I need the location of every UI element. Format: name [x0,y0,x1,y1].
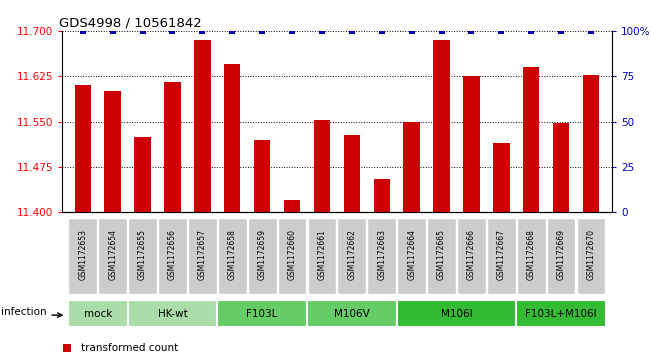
FancyBboxPatch shape [68,217,97,294]
FancyBboxPatch shape [367,217,396,294]
Text: GSM1172663: GSM1172663 [377,229,386,280]
Bar [434,40,450,212]
FancyBboxPatch shape [337,217,367,294]
Text: M106I: M106I [441,309,472,319]
Text: GSM1172667: GSM1172667 [497,229,506,280]
Point [317,28,327,34]
Text: GDS4998 / 10561842: GDS4998 / 10561842 [59,17,202,30]
Point [376,28,387,34]
Point [466,28,477,34]
Bar [254,140,270,212]
FancyBboxPatch shape [307,217,337,294]
Point [137,28,148,34]
Point [406,28,417,34]
FancyBboxPatch shape [248,217,277,294]
FancyBboxPatch shape [547,217,575,294]
FancyBboxPatch shape [278,217,307,294]
Text: GSM1172653: GSM1172653 [78,229,87,280]
Point [287,28,298,34]
Point [436,28,447,34]
Point [227,28,238,34]
Point [586,28,596,34]
Text: GSM1172669: GSM1172669 [557,229,566,280]
Bar [284,200,300,212]
Text: GSM1172664: GSM1172664 [407,229,416,280]
Bar [194,40,210,212]
Point [257,28,268,34]
Bar [493,143,510,212]
Text: GSM1172668: GSM1172668 [527,229,536,280]
Text: GSM1172660: GSM1172660 [288,229,297,280]
Text: mock: mock [83,309,112,319]
Text: GSM1172666: GSM1172666 [467,229,476,280]
FancyBboxPatch shape [487,217,516,294]
Point [496,28,506,34]
Text: GSM1172661: GSM1172661 [318,229,326,280]
Bar [134,137,151,212]
FancyBboxPatch shape [188,217,217,294]
Bar [464,76,480,212]
FancyBboxPatch shape [217,300,307,327]
Bar [104,91,121,212]
Bar [374,179,390,212]
Bar [314,121,330,212]
Bar [553,123,570,212]
FancyBboxPatch shape [457,217,486,294]
FancyBboxPatch shape [158,217,187,294]
FancyBboxPatch shape [218,217,247,294]
Text: GSM1172658: GSM1172658 [228,229,237,280]
Bar [404,122,420,212]
FancyBboxPatch shape [68,300,128,327]
Text: HK-wt: HK-wt [158,309,187,319]
FancyBboxPatch shape [128,217,157,294]
FancyBboxPatch shape [517,217,546,294]
FancyBboxPatch shape [516,300,606,327]
Text: GSM1172655: GSM1172655 [138,229,147,280]
FancyBboxPatch shape [577,217,605,294]
FancyBboxPatch shape [396,300,516,327]
Text: GSM1172662: GSM1172662 [348,229,356,280]
Point [526,28,536,34]
Text: M106V: M106V [334,309,370,319]
Point [167,28,178,34]
Point [556,28,566,34]
FancyBboxPatch shape [427,217,456,294]
Text: GSM1172670: GSM1172670 [587,229,596,280]
Text: F103L+M106I: F103L+M106I [525,309,597,319]
FancyBboxPatch shape [307,300,396,327]
Bar [523,67,540,212]
Text: GSM1172656: GSM1172656 [168,229,177,280]
Bar [583,75,599,212]
Bar [224,64,240,212]
Point [197,28,208,34]
Text: GSM1172657: GSM1172657 [198,229,207,280]
Bar [164,82,181,212]
Text: transformed count: transformed count [81,343,178,352]
Point [346,28,357,34]
FancyBboxPatch shape [397,217,426,294]
Bar [344,135,360,212]
FancyBboxPatch shape [98,217,127,294]
Text: infection: infection [1,307,47,317]
Text: GSM1172659: GSM1172659 [258,229,267,280]
Text: GSM1172665: GSM1172665 [437,229,446,280]
FancyBboxPatch shape [128,300,217,327]
Text: F103L: F103L [247,309,278,319]
Bar [75,85,91,212]
Point [77,28,88,34]
Point [107,28,118,34]
Text: GSM1172654: GSM1172654 [108,229,117,280]
